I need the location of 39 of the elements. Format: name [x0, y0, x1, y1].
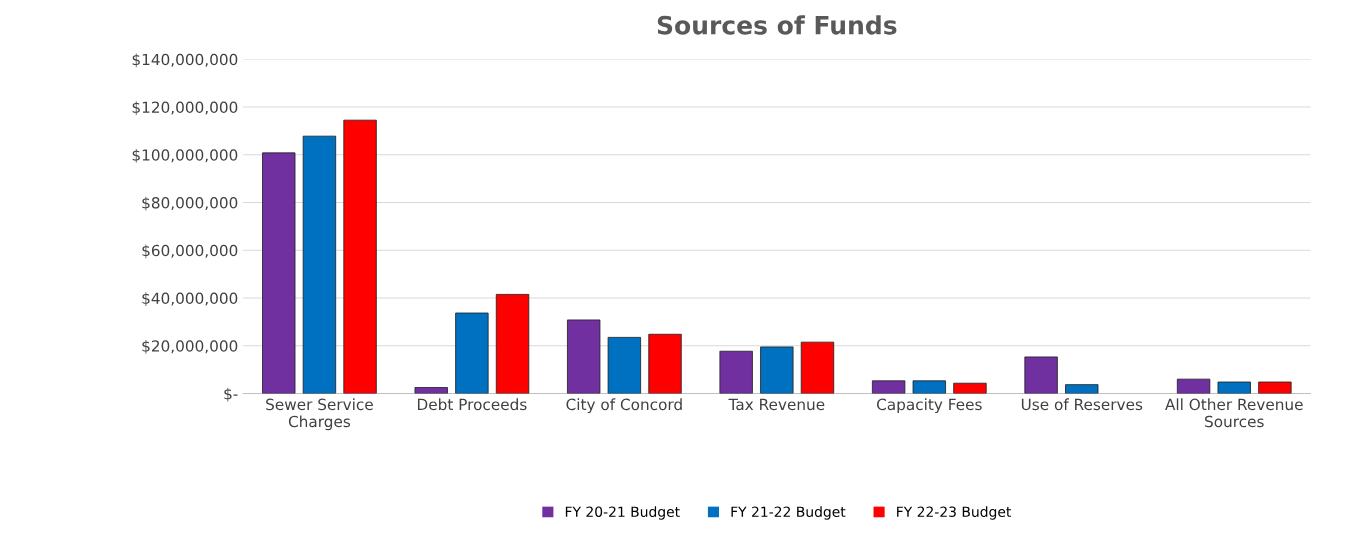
- y-tick-label: $120,000,000: [132, 101, 238, 116]
- legend-label: FY 20-21 Budget: [565, 506, 680, 520]
- bar: [871, 380, 906, 394]
- x-tick-label: Capacity Fees: [876, 398, 982, 414]
- y-tick-label: $20,000,000: [142, 339, 238, 354]
- x-tick-label: Sewer Service Charges: [266, 398, 373, 431]
- legend-label: FY 21-22 Budget: [731, 506, 846, 520]
- bar: [343, 119, 377, 394]
- bar: [1065, 384, 1099, 394]
- legend-label: FY 22-23 Budget: [897, 506, 1012, 520]
- bar: [567, 319, 601, 394]
- bar: [414, 387, 448, 394]
- x-tick-label: All Other Revenue Sources: [1165, 398, 1303, 428]
- bar: [495, 293, 530, 394]
- bar: [1217, 381, 1251, 394]
- y-tick-label: $-: [224, 387, 238, 402]
- bar: [302, 135, 337, 394]
- x-tick-label: Use of Reserves: [1021, 398, 1143, 411]
- bar: [455, 312, 489, 394]
- bar: [760, 346, 794, 394]
- bar: [648, 333, 682, 394]
- bar: [800, 341, 835, 394]
- bar: [953, 382, 987, 394]
- y-tick-label: $80,000,000: [142, 196, 238, 211]
- x-tick-label: City of Concord: [566, 398, 682, 414]
- bar: [607, 336, 642, 394]
- y-tick-label: $100,000,000: [132, 148, 238, 163]
- y-tick-label: $140,000,000: [132, 53, 238, 68]
- bar: [1024, 356, 1058, 394]
- chart-title: Sources of Funds: [657, 15, 897, 35]
- bar: [1258, 381, 1292, 394]
- bar: [719, 350, 753, 394]
- x-tick-label: Tax Revenue: [728, 398, 825, 411]
- bar: [262, 152, 296, 394]
- bar: [1176, 378, 1211, 394]
- x-tick-label: Debt Proceeds: [417, 398, 527, 411]
- y-tick-label: $40,000,000: [142, 292, 238, 307]
- bar: [912, 380, 946, 394]
- y-tick-label: $60,000,000: [142, 244, 238, 259]
